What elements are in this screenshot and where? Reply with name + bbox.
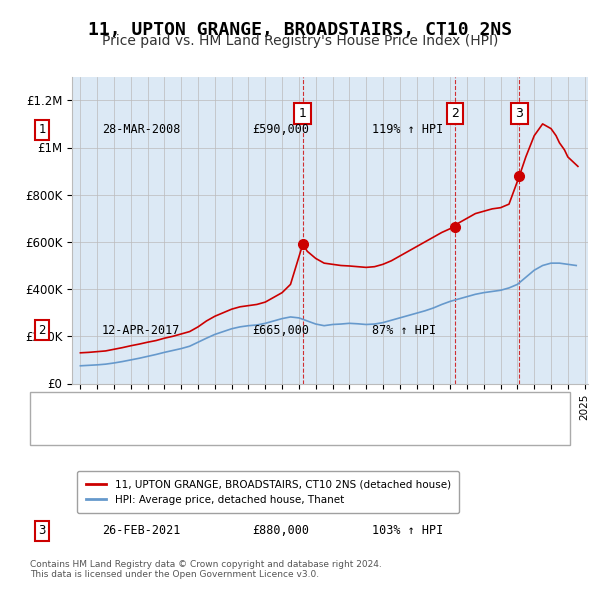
Text: £590,000: £590,000	[252, 123, 309, 136]
Text: 12-APR-2017: 12-APR-2017	[102, 324, 181, 337]
Text: 2: 2	[451, 107, 459, 120]
Text: 3: 3	[38, 525, 46, 537]
Text: 26-FEB-2021: 26-FEB-2021	[102, 525, 181, 537]
Text: 11, UPTON GRANGE, BROADSTAIRS, CT10 2NS: 11, UPTON GRANGE, BROADSTAIRS, CT10 2NS	[88, 21, 512, 39]
Text: 1: 1	[299, 107, 307, 120]
Text: Contains HM Land Registry data © Crown copyright and database right 2024.
This d: Contains HM Land Registry data © Crown c…	[30, 560, 382, 579]
Text: 87% ↑ HPI: 87% ↑ HPI	[372, 324, 436, 337]
Text: 3: 3	[515, 107, 523, 120]
Text: Price paid vs. HM Land Registry's House Price Index (HPI): Price paid vs. HM Land Registry's House …	[102, 34, 498, 48]
Text: 1: 1	[38, 123, 46, 136]
Text: 2: 2	[38, 324, 46, 337]
Text: 28-MAR-2008: 28-MAR-2008	[102, 123, 181, 136]
Text: £665,000: £665,000	[252, 324, 309, 337]
Text: 103% ↑ HPI: 103% ↑ HPI	[372, 525, 443, 537]
Text: £880,000: £880,000	[252, 525, 309, 537]
Text: 119% ↑ HPI: 119% ↑ HPI	[372, 123, 443, 136]
Legend: 11, UPTON GRANGE, BROADSTAIRS, CT10 2NS (detached house), HPI: Average price, de: 11, UPTON GRANGE, BROADSTAIRS, CT10 2NS …	[77, 471, 459, 513]
